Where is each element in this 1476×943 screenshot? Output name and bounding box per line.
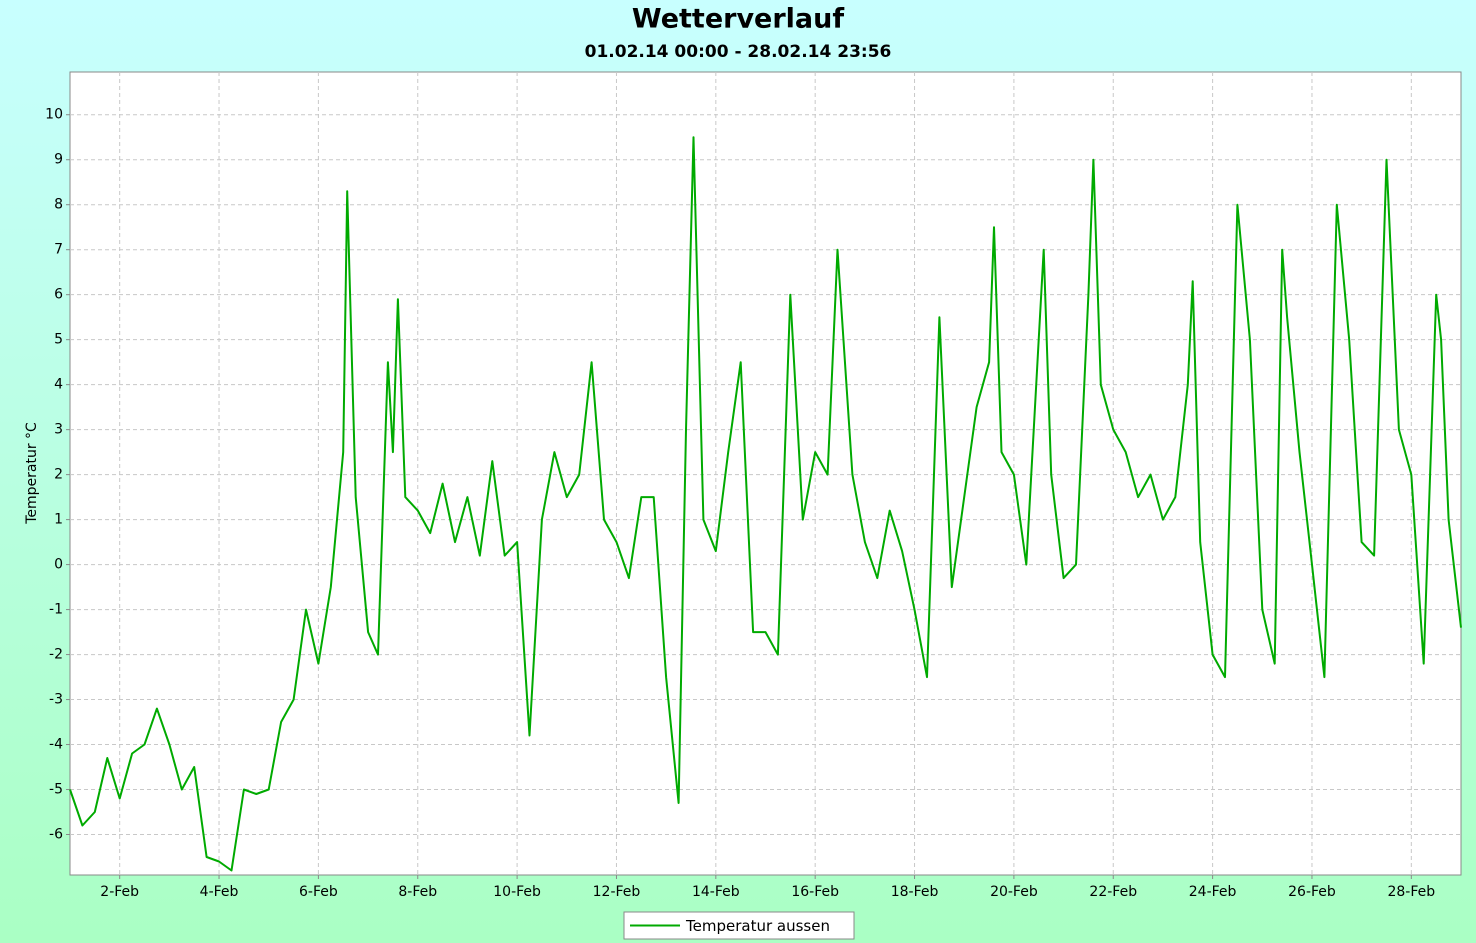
chart-title: Wetterverlauf (632, 4, 844, 35)
x-tick-label: 26-Feb (1288, 884, 1336, 900)
x-tick-label: 22-Feb (1089, 884, 1137, 900)
y-tick-label: -6 (49, 827, 63, 843)
x-tick-label: 10-Feb (493, 884, 541, 900)
data-line (69, 136, 1462, 872)
y-tick-label: -2 (49, 647, 63, 663)
y-tick-label: 8 (54, 197, 63, 213)
y-tick-label: 7 (54, 242, 63, 258)
x-tick-label: 28-Feb (1387, 884, 1435, 900)
x-tick-label: 2-Feb (100, 884, 139, 900)
y-tick-label: 3 (54, 422, 63, 438)
y-tick-label: 2 (54, 467, 63, 483)
y-tick-label: -4 (49, 737, 63, 753)
y-tick-label: 6 (54, 287, 63, 303)
y-tick-label: 0 (54, 557, 63, 573)
x-tick-label: 14-Feb (692, 884, 740, 900)
x-tick-label: 4-Feb (200, 884, 239, 900)
y-tick-label: 10 (45, 107, 63, 123)
x-tick-label: 6-Feb (299, 884, 338, 900)
y-tick-label: -1 (49, 602, 63, 618)
x-tick-label: 8-Feb (398, 884, 437, 900)
x-tick-label: 16-Feb (791, 884, 839, 900)
y-tick-label: 5 (54, 332, 63, 348)
y-tick-label: -5 (49, 782, 63, 798)
x-tick-label: 18-Feb (891, 884, 939, 900)
x-tick-label: 24-Feb (1189, 884, 1237, 900)
x-tick-label: 12-Feb (593, 884, 641, 900)
y-tick-label: -3 (49, 692, 63, 708)
legend-label: Temperatur aussen (685, 917, 830, 935)
y-tick-label: 4 (54, 377, 63, 393)
plot-area (69, 71, 1462, 876)
y-tick-label: 1 (54, 512, 63, 528)
y-axis-label: Temperatur °C (24, 422, 40, 525)
x-tick-label: 20-Feb (990, 884, 1038, 900)
chart-subtitle: 01.02.14 00:00 - 28.02.14 23:56 (585, 42, 892, 62)
y-tick-label: 9 (54, 152, 63, 168)
